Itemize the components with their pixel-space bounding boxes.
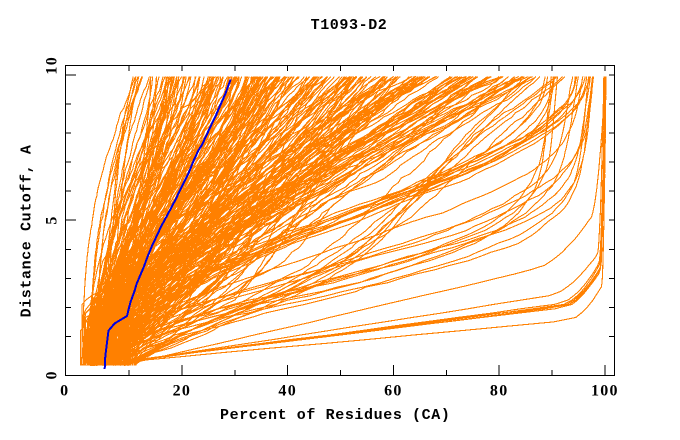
svg-text:100: 100 [591, 383, 619, 400]
svg-text:0: 0 [44, 370, 61, 379]
svg-text:Percent of Residues (CA): Percent of Residues (CA) [220, 407, 450, 424]
svg-text:40: 40 [278, 383, 297, 400]
svg-text:80: 80 [490, 383, 509, 400]
svg-text:T1093-D2: T1093-D2 [311, 17, 388, 34]
svg-text:60: 60 [384, 383, 403, 400]
svg-text:10: 10 [44, 56, 61, 75]
svg-text:Distance Cutoff, A: Distance Cutoff, A [19, 145, 36, 318]
svg-text:5: 5 [44, 215, 61, 224]
svg-text:0: 0 [60, 383, 69, 400]
svg-text:20: 20 [173, 383, 192, 400]
